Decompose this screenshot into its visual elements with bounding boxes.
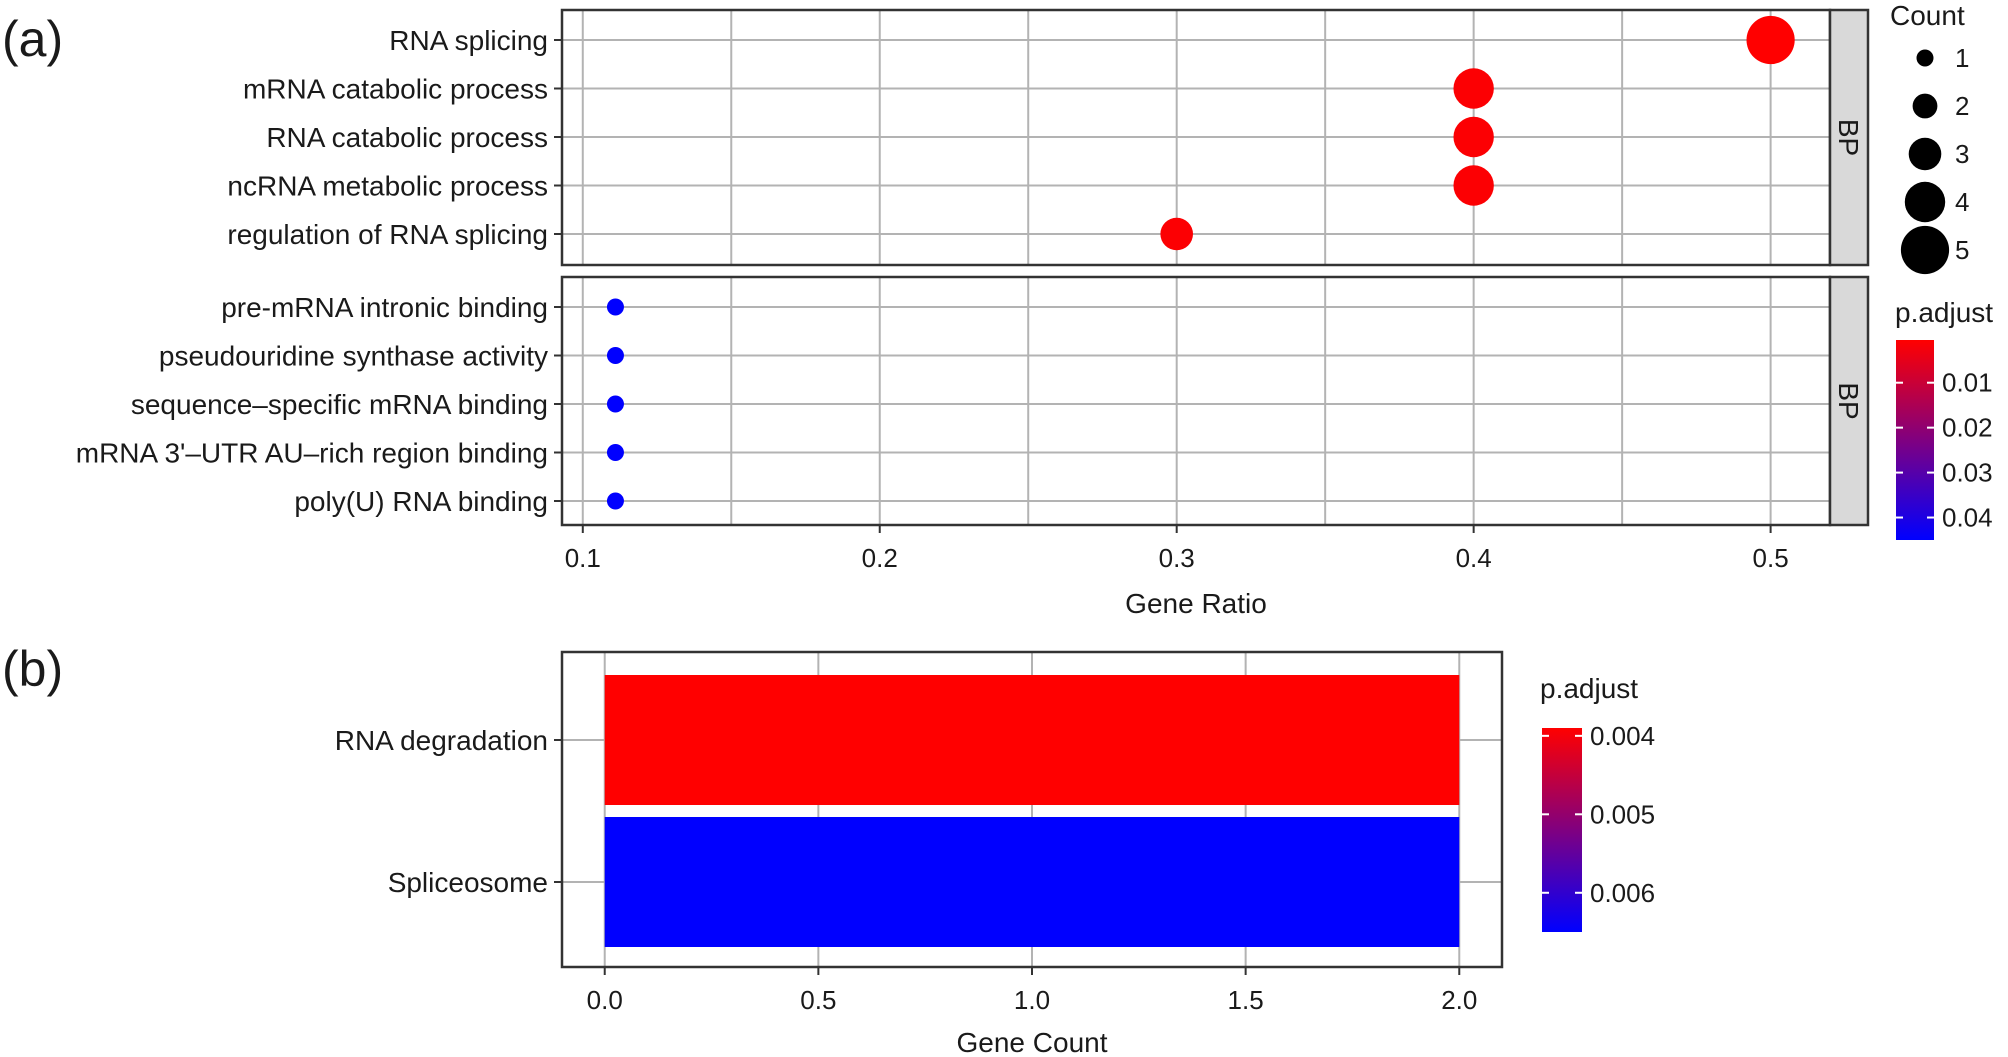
x-tick-label: 0.1 bbox=[565, 543, 601, 573]
y-tick-label: ncRNA metabolic process bbox=[227, 171, 548, 202]
dot-point bbox=[1453, 165, 1494, 206]
count-legend-label: 3 bbox=[1955, 139, 1969, 169]
bar bbox=[604, 675, 1460, 805]
dot-plot-panel: RNA splicing mRNA catabolic process RNA ca… bbox=[76, 0, 1994, 619]
x-tick-label: 0.4 bbox=[1456, 543, 1492, 573]
y-tick-label: regulation of RNA splicing bbox=[227, 219, 548, 250]
facet-strip bbox=[1828, 8, 1870, 267]
dot-point bbox=[1453, 68, 1494, 109]
dot-point bbox=[606, 444, 624, 461]
facet-strip bbox=[1828, 275, 1870, 527]
x-tick-label: 0.0 bbox=[587, 985, 623, 1015]
x-tick-label: 2.0 bbox=[1441, 985, 1477, 1015]
bar bbox=[604, 817, 1460, 947]
colorbar-label: 0.004 bbox=[1590, 721, 1655, 751]
count-legend-dot bbox=[1900, 225, 1950, 275]
colorbar-label: 0.006 bbox=[1590, 878, 1655, 908]
x-tick-label: 0.2 bbox=[862, 543, 898, 573]
count-legend-label: 4 bbox=[1955, 187, 1969, 217]
count-legend-dot bbox=[1904, 181, 1946, 223]
y-tick-label: poly(U) RNA binding bbox=[294, 486, 548, 517]
colorbar-label: 0.005 bbox=[1590, 799, 1655, 829]
colorbar-label: 0.03 bbox=[1942, 458, 1993, 488]
y-tick-label: mRNA catabolic process bbox=[243, 74, 548, 105]
p-adjust-colorbar bbox=[1896, 340, 1934, 540]
y-tick-label: RNA splicing bbox=[389, 25, 548, 56]
facet-panel: pre-mRNA intronic binding pseudouridine s… bbox=[76, 275, 1870, 527]
colorbar-label: 0.02 bbox=[1942, 413, 1993, 443]
count-legend-label: 2 bbox=[1955, 91, 1969, 121]
dot-point bbox=[606, 347, 624, 364]
x-tick-label: 1.5 bbox=[1228, 985, 1264, 1015]
p-adjust-colorbar bbox=[1542, 728, 1582, 932]
dot-point bbox=[1746, 15, 1795, 65]
x-tick-label: 0.5 bbox=[800, 985, 836, 1015]
colorbar-label: 0.04 bbox=[1942, 503, 1993, 533]
panel-a-label: (a) bbox=[2, 11, 63, 67]
panel-background bbox=[562, 277, 1830, 525]
y-tick-label: sequence–specific mRNA binding bbox=[131, 389, 548, 420]
colorbar-label: 0.01 bbox=[1942, 368, 1993, 398]
count-legend-label: 1 bbox=[1955, 43, 1969, 73]
x-axis: 0.1 0.2 0.3 0.4 0.5 Gene Ratio bbox=[565, 525, 1789, 619]
count-legend-dot bbox=[1908, 137, 1942, 171]
bar-chart-panel: RNA degradation Spliceosome 0.0 0.5 1.0 1.5 2.… bbox=[335, 650, 1655, 1057]
x-tick-label: 0.3 bbox=[1159, 543, 1195, 573]
count-legend-dot bbox=[1912, 93, 1938, 119]
count-legend: Count 1 2 3 4 5 bbox=[1890, 0, 1969, 275]
facet-strip-label: BP bbox=[1833, 119, 1864, 156]
x-tick-label: 0.5 bbox=[1753, 543, 1789, 573]
y-tick-label: pseudouridine synthase activity bbox=[159, 341, 548, 372]
p-adjust-legend-title: p.adjust bbox=[1540, 673, 1638, 704]
count-legend-title: Count bbox=[1890, 0, 1965, 31]
panel-b-label: (b) bbox=[2, 641, 63, 697]
dot-point bbox=[606, 298, 624, 316]
y-tick-label: RNA catabolic process bbox=[266, 122, 548, 153]
count-legend-dot bbox=[1916, 49, 1934, 67]
p-adjust-legend: p.adjust 0.01 0.02 0.03 0.04 bbox=[1895, 297, 1993, 540]
count-legend-label: 5 bbox=[1955, 235, 1969, 265]
facet-panel: RNA splicing mRNA catabolic process RNA ca… bbox=[227, 8, 1870, 267]
facet-strip-label: BP bbox=[1833, 382, 1864, 419]
x-tick-label: 1.0 bbox=[1014, 985, 1050, 1015]
x-axis-title: Gene Count bbox=[957, 1027, 1108, 1057]
y-tick-label: mRNA 3'–UTR AU–rich region binding bbox=[76, 438, 548, 469]
x-axis: 0.0 0.5 1.0 1.5 2.0 Gene Count bbox=[587, 967, 1477, 1057]
p-adjust-legend: p.adjust 0.004 0.005 0.006 bbox=[1540, 673, 1655, 932]
dot-point bbox=[1453, 116, 1494, 158]
y-tick-label: RNA degradation bbox=[335, 725, 548, 756]
y-tick-label: Spliceosome bbox=[388, 867, 548, 898]
p-adjust-legend-title: p.adjust bbox=[1895, 297, 1993, 328]
y-tick-label: pre-mRNA intronic binding bbox=[221, 292, 548, 323]
dot-point bbox=[606, 492, 624, 510]
dot-point bbox=[606, 395, 624, 413]
x-axis-title: Gene Ratio bbox=[1125, 588, 1267, 619]
dot-point bbox=[1160, 217, 1193, 251]
